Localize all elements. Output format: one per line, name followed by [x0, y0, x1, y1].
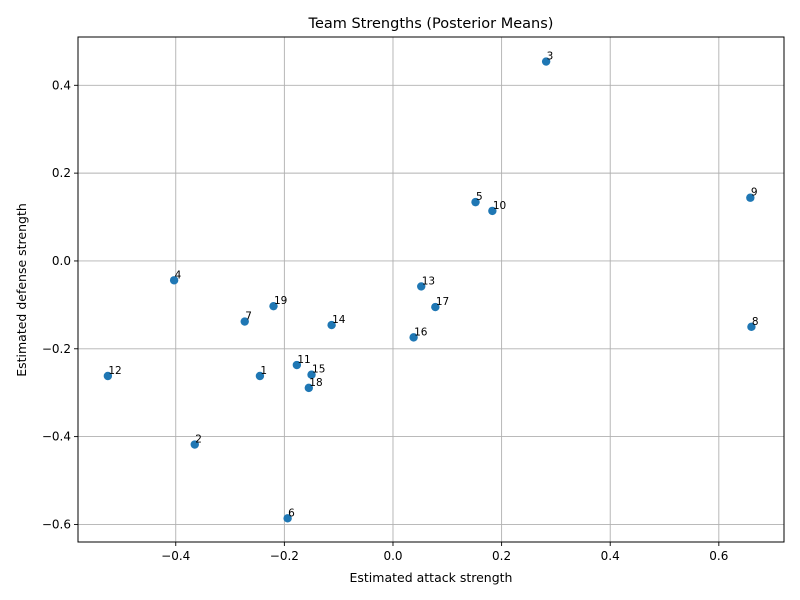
point-label-team-1: 1 — [260, 365, 267, 377]
x-tick-label: −0.2 — [270, 549, 299, 563]
data-point-team-2 — [190, 440, 199, 449]
point-label-team-10: 10 — [493, 200, 506, 212]
grid-lines — [78, 37, 784, 542]
x-tick-label: 0.0 — [383, 549, 402, 563]
point-label-team-6: 6 — [288, 507, 295, 519]
y-tick-label: 0.2 — [52, 166, 71, 180]
data-point-team-15 — [307, 370, 316, 379]
data-point-team-14 — [327, 320, 336, 330]
data-point-team-11 — [292, 360, 302, 370]
chart-title: Team Strengths (Posterior Means) — [308, 16, 554, 32]
point-label-team-16: 16 — [414, 326, 428, 338]
data-point-team-3 — [541, 57, 551, 66]
point-label-team-3: 3 — [547, 51, 554, 63]
data-point-team-4 — [169, 276, 179, 285]
y-tick-label: −0.4 — [42, 430, 71, 444]
point-label-team-9: 9 — [751, 187, 758, 199]
point-label-team-18: 18 — [309, 377, 322, 389]
y-tick-label: −0.6 — [42, 517, 71, 531]
point-label-team-4: 4 — [175, 269, 182, 281]
point-label-team-8: 8 — [752, 316, 759, 328]
data-point-team-10 — [488, 206, 497, 216]
data-point-team-8 — [747, 322, 756, 332]
axis-ticks: −0.4 −0.2 0.0 0.2 0.4 0.6 −0.6 −0.4 −0.2 0.0 0.2 0.… — [42, 78, 729, 563]
data-point-team-17 — [431, 302, 440, 312]
data-point-team-18 — [304, 383, 314, 393]
y-tick-label: 0.4 — [52, 78, 71, 92]
x-tick-label: 0.6 — [709, 549, 728, 563]
point-label-team-7: 7 — [245, 311, 252, 323]
y-axis-label: Estimated defense strength — [14, 203, 29, 377]
point-label-team-14: 14 — [332, 314, 346, 326]
data-point-team-9 — [746, 193, 755, 202]
data-point-team-6 — [283, 514, 292, 523]
point-label-team-15: 15 — [312, 364, 325, 376]
data-point-team-13 — [417, 282, 426, 291]
x-tick-label: 0.2 — [492, 549, 511, 563]
point-label-team-13: 13 — [422, 275, 435, 287]
x-tick-label: 0.4 — [601, 549, 620, 563]
point-label-team-2: 2 — [195, 434, 202, 446]
data-point-team-5 — [471, 197, 480, 207]
data-point-team-12 — [103, 371, 113, 381]
y-tick-label: −0.2 — [42, 342, 71, 356]
point-label-team-19: 19 — [274, 295, 287, 307]
point-label-team-5: 5 — [476, 191, 483, 203]
data-point-team-16 — [409, 333, 418, 342]
point-label-team-11: 11 — [297, 354, 310, 366]
point-label-team-17: 17 — [436, 296, 449, 308]
data-point-team-1 — [255, 371, 265, 381]
y-tick-label: 0.0 — [52, 254, 71, 268]
data-point-team-7 — [240, 317, 249, 326]
x-axis-label: Estimated attack strength — [350, 570, 513, 585]
x-tick-label: −0.4 — [161, 549, 190, 563]
plot-frame — [77, 36, 785, 543]
data-point-team-19 — [269, 301, 278, 311]
point-label-team-12: 12 — [108, 365, 121, 377]
